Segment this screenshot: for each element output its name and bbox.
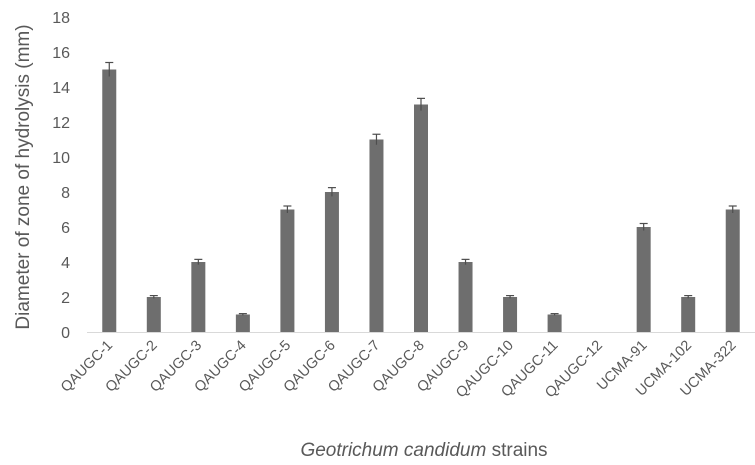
y-tick-label: 14 xyxy=(52,80,70,97)
error-bar xyxy=(194,258,203,265)
bar xyxy=(458,262,473,332)
error-bar xyxy=(639,222,648,231)
y-tick-label: 0 xyxy=(61,325,70,342)
y-axis-ticks: 0 2 4 6 8 10 12 14 16 18 xyxy=(52,10,70,342)
bar xyxy=(369,139,384,332)
error-bar xyxy=(417,97,425,111)
y-tick-label: 4 xyxy=(61,255,70,272)
bar xyxy=(547,314,562,332)
bar xyxy=(414,104,428,332)
bar xyxy=(681,297,696,332)
bar xyxy=(191,262,206,332)
x-axis-labels: QAUGC-1QAUGC-2QAUGC-3QAUGC-4QAUGC-5QAUGC… xyxy=(58,338,740,402)
y-axis-title: Diameter of zone of hydrolysis (mm) xyxy=(13,24,34,329)
error-bar xyxy=(461,258,470,265)
bar xyxy=(146,297,161,332)
x-axis-title-italic: Geotrichum candidum xyxy=(300,440,486,461)
bar xyxy=(503,297,518,332)
bar xyxy=(102,69,117,332)
error-bar xyxy=(327,187,336,197)
y-tick-label: 10 xyxy=(52,150,70,167)
error-bar xyxy=(238,313,247,316)
y-tick-label: 8 xyxy=(61,185,70,202)
error-bar xyxy=(105,61,114,77)
bars xyxy=(102,69,740,332)
error-bars xyxy=(105,61,737,316)
bar xyxy=(725,209,740,332)
bar xyxy=(324,192,339,332)
bar xyxy=(235,314,250,332)
x-axis-title-rest: strains xyxy=(486,440,547,461)
error-bar xyxy=(684,295,693,299)
y-tick-label: 6 xyxy=(61,220,70,237)
error-bar xyxy=(728,205,737,213)
error-bar xyxy=(149,295,158,299)
y-tick-label: 2 xyxy=(61,290,70,307)
y-tick-label: 18 xyxy=(52,10,70,27)
error-bar xyxy=(372,133,381,145)
bar xyxy=(280,209,295,332)
y-tick-label: 12 xyxy=(52,115,70,132)
error-bar xyxy=(506,295,515,299)
bar xyxy=(636,227,651,332)
error-bar xyxy=(283,205,292,213)
y-tick-label: 16 xyxy=(52,45,70,62)
error-bar xyxy=(550,313,559,316)
x-axis-title: Geotrichum candidum strains xyxy=(300,440,547,461)
